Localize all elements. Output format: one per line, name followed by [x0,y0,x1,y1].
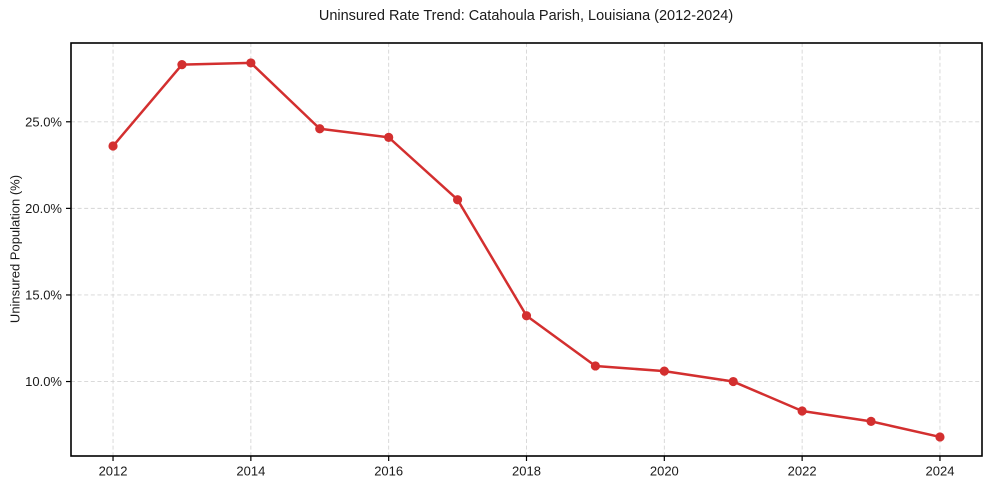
data-point-2015 [315,124,325,134]
data-point-2021 [728,376,738,387]
x-tick-label: 2012 [99,464,128,479]
data-point-2019 [590,361,601,371]
data-point-2023 [866,416,876,426]
y-axis-label: Uninsured Population (%) [7,174,23,324]
data-point-2018 [521,311,532,321]
x-tick-label: 2014 [236,464,265,479]
data-point-2014 [246,58,256,68]
data-point-2016 [384,132,394,142]
x-tick-label: 2020 [650,464,679,479]
y-tick-label: 25.0% [25,114,62,129]
data-point-2024 [935,432,945,442]
data-point-2012 [108,141,118,151]
x-tick-label: 2024 [926,464,955,479]
data-point-2017 [452,195,463,205]
data-point-2020 [659,366,669,376]
x-tick-label: 2018 [512,464,541,479]
y-tick-label: 15.0% [25,287,62,302]
y-tick-label: 20.0% [25,201,62,216]
data-point-2022 [797,406,807,416]
x-tick-label: 2016 [374,464,403,479]
x-tick-label: 2022 [788,464,817,479]
chart-title: Uninsured Rate Trend: Catahoula Parish, … [318,8,734,24]
data-point-2013 [177,60,187,70]
y-tick-label: 10.0% [25,374,62,389]
